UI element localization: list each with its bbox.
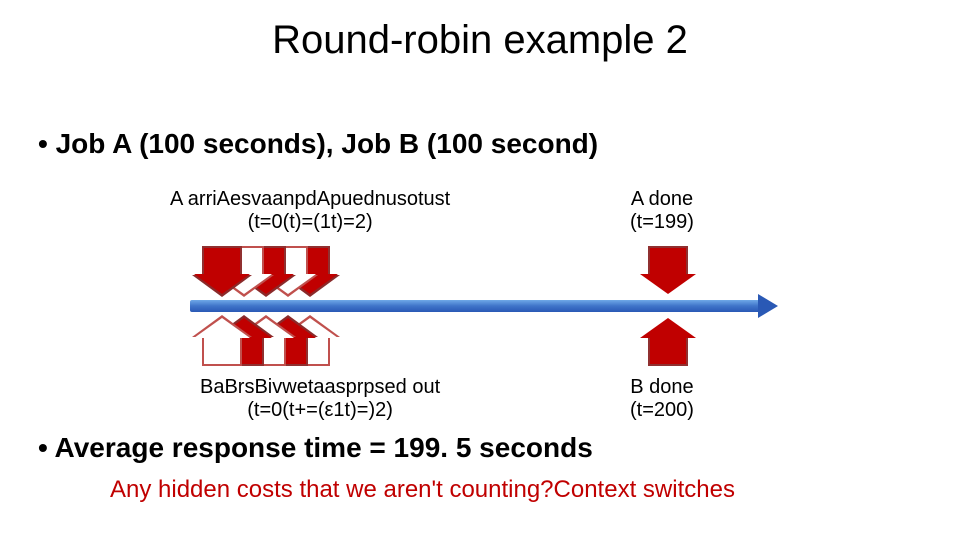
bullet-average: • Average response time = 199. 5 seconds: [38, 432, 593, 464]
anno-bot-left-l2: (t=0(t+=(ε1t)=)2): [200, 399, 440, 422]
anno-bot-right-l1: B done: [630, 376, 693, 398]
arrow-up-icon: [648, 336, 688, 366]
anno-bot-left-l1: BaBrsBivwetaasprpsed out: [200, 376, 440, 398]
bullet-jobs: • Job A (100 seconds), Job B (100 second…: [38, 128, 598, 160]
slide: Round-robin example 2 • Job A (100 secon…: [0, 0, 960, 540]
arrow-down-icon: [202, 246, 242, 276]
footer-question: Any hidden costs that we aren't counting…: [110, 476, 554, 503]
anno-top-right-l1: A done: [631, 188, 693, 210]
arrow-down-icon: [648, 246, 688, 276]
anno-bot-right-l2: (t=200): [630, 399, 694, 422]
timeline-axis: [190, 300, 760, 312]
anno-top-left-l2: (t=0(t)=(1t)=2): [170, 211, 450, 234]
anno-bot-right: B done (t=200): [630, 376, 694, 422]
footer-line: Any hidden costs that we aren't counting…: [110, 476, 735, 504]
anno-top-left-l1: A arriAesvaanpdApuednusotust: [170, 188, 450, 210]
anno-top-left: A arriAesvaanpdApuednusotust (t=0(t)=(1t…: [170, 188, 450, 234]
anno-top-right-l2: (t=199): [630, 211, 694, 234]
anno-bot-left: BaBrsBivwetaasprpsed out (t=0(t+=(ε1t)=)…: [200, 376, 440, 422]
anno-top-right: A done (t=199): [630, 188, 694, 234]
footer-answer: Context switches: [554, 476, 735, 503]
arrow-up-icon: [202, 336, 242, 366]
slide-title: Round-robin example 2: [0, 18, 960, 63]
